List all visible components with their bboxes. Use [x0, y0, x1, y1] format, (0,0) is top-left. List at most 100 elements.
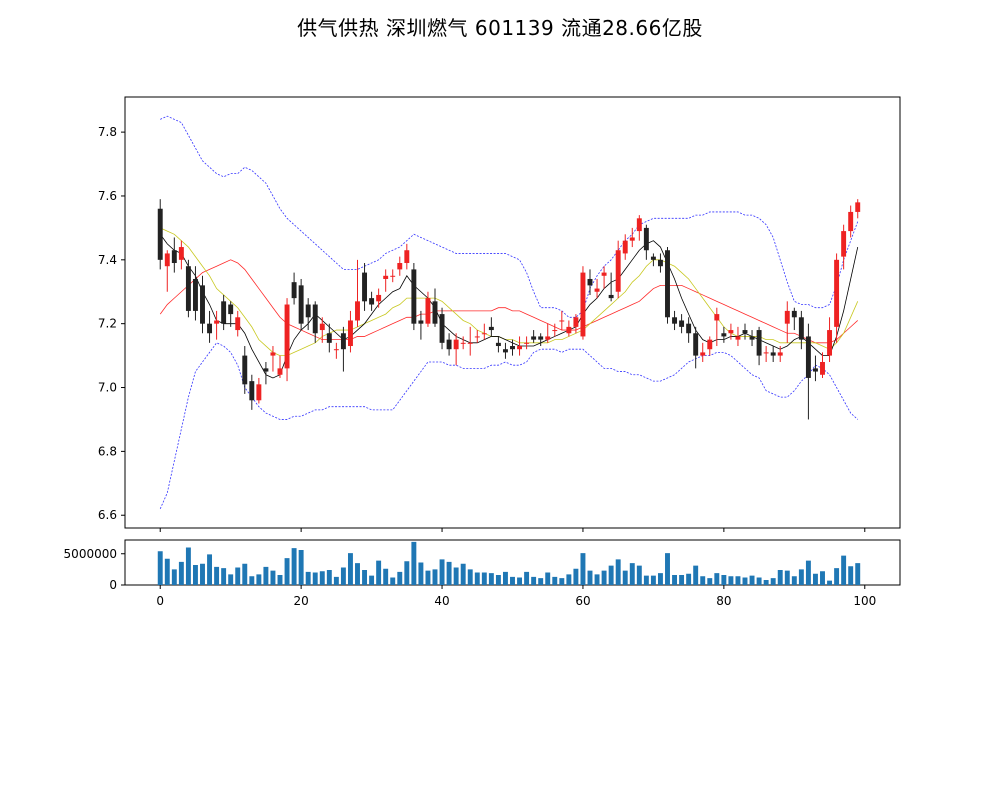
volume-bar-58: [566, 574, 572, 586]
y-tick-label: 6.6: [98, 508, 117, 522]
candle-body: [510, 346, 515, 350]
candle-body: [538, 336, 544, 340]
candle-body: [714, 314, 720, 321]
candlesticks: [157, 199, 861, 420]
candle-18: [284, 298, 290, 382]
candle-85: [756, 326, 762, 366]
volume-bar-94: [820, 571, 825, 585]
volume-bar-34: [397, 571, 403, 586]
volume-bar-12: [242, 563, 248, 585]
candle-65: [615, 240, 621, 299]
candle-84: [749, 330, 755, 347]
volume-bar-20: [298, 550, 304, 585]
candle-body: [474, 336, 480, 338]
candle-body: [587, 278, 593, 286]
y-tick-label: 7.0: [98, 381, 117, 395]
volume-bar-15: [263, 566, 269, 586]
x-tick-label: 100: [853, 594, 876, 608]
volume-bar-68: [636, 565, 642, 586]
candle-88: [777, 346, 783, 362]
candle-94: [820, 352, 825, 378]
volume-bar-3: [178, 561, 184, 586]
volume-bar-72: [665, 553, 670, 586]
candle-67: [629, 227, 635, 248]
volume-bar-7: [207, 554, 213, 586]
candle-78: [707, 336, 713, 356]
candle-83: [742, 323, 748, 340]
candle-46: [481, 323, 487, 340]
candle-body: [834, 259, 840, 327]
candle-body: [763, 352, 769, 354]
candle-body: [200, 285, 205, 324]
volume-bar-47: [488, 573, 494, 586]
volume-bar-51: [517, 577, 523, 585]
volume-bar-88: [777, 570, 783, 585]
boll-lower-line: [159, 342, 858, 510]
candle-body: [707, 339, 713, 350]
candle-14: [256, 377, 262, 404]
candle-body: [552, 330, 558, 332]
y-tick-label: 6.8: [98, 444, 117, 458]
candle-body: [791, 310, 797, 318]
candle-body: [319, 323, 325, 331]
volume-bar-44: [467, 569, 473, 586]
volume-bar-30: [369, 575, 375, 586]
volume-bar-71: [657, 573, 663, 586]
candle-32: [383, 269, 389, 292]
ma5-line: [159, 234, 859, 379]
volume-bar-35: [404, 561, 410, 585]
candle-87: [770, 346, 776, 362]
volume-bar-19: [291, 548, 297, 586]
candle-body: [749, 336, 755, 340]
candle-body: [340, 333, 346, 350]
candle-56: [552, 323, 558, 337]
candle-body: [601, 272, 607, 276]
candle-19: [291, 272, 297, 305]
candle-body: [235, 317, 241, 331]
candle-80: [721, 326, 727, 343]
volume-bar-4: [185, 547, 191, 585]
candle-body: [221, 301, 227, 324]
candle-body: [693, 333, 699, 356]
candle-66: [622, 234, 628, 260]
volume-bar-11: [235, 567, 241, 585]
candle-36: [411, 263, 417, 331]
volume-bar-28: [355, 563, 360, 586]
candle-22: [312, 301, 318, 343]
candle-body: [798, 317, 804, 340]
candle-24: [326, 323, 332, 353]
y-tick-label: 7.4: [98, 253, 117, 267]
candle-body: [192, 278, 198, 311]
candle-97: [841, 224, 847, 270]
candle-body: [305, 304, 311, 318]
volume-bar-49: [502, 571, 508, 586]
candle-5: [192, 266, 198, 321]
volume-bar-92: [805, 560, 811, 586]
price-y-axis: 6.6 6.8 7.0 7.2 7.4 7.6 7.8: [98, 125, 125, 522]
candle-90: [791, 307, 797, 331]
candle-body: [256, 384, 262, 401]
x-tick-label: 0: [156, 594, 164, 608]
volume-bar-95: [827, 580, 833, 586]
ma20-line: [159, 259, 858, 344]
candle-body: [742, 330, 748, 334]
volume-bar-1: [164, 558, 170, 585]
candle-57: [559, 310, 565, 331]
candle-body: [446, 339, 452, 350]
candle-99: [855, 199, 861, 219]
candle-body: [460, 342, 466, 344]
volume-bar-26: [340, 567, 346, 585]
candle-60: [580, 266, 586, 340]
candle-body: [855, 202, 861, 212]
volume-bar-33: [390, 577, 396, 585]
candle-86: [763, 346, 769, 362]
volume-bar-61: [587, 570, 593, 586]
candle-body: [820, 361, 825, 375]
candle-20: [298, 278, 304, 331]
candle-51: [517, 336, 523, 356]
candle-25: [333, 342, 339, 359]
volume-bar-43: [460, 563, 466, 585]
candle-33: [390, 269, 396, 283]
chart-title: 供气供热 深圳燃气 601139 流通28.66亿股: [297, 16, 703, 40]
volume-bar-67: [629, 563, 635, 586]
